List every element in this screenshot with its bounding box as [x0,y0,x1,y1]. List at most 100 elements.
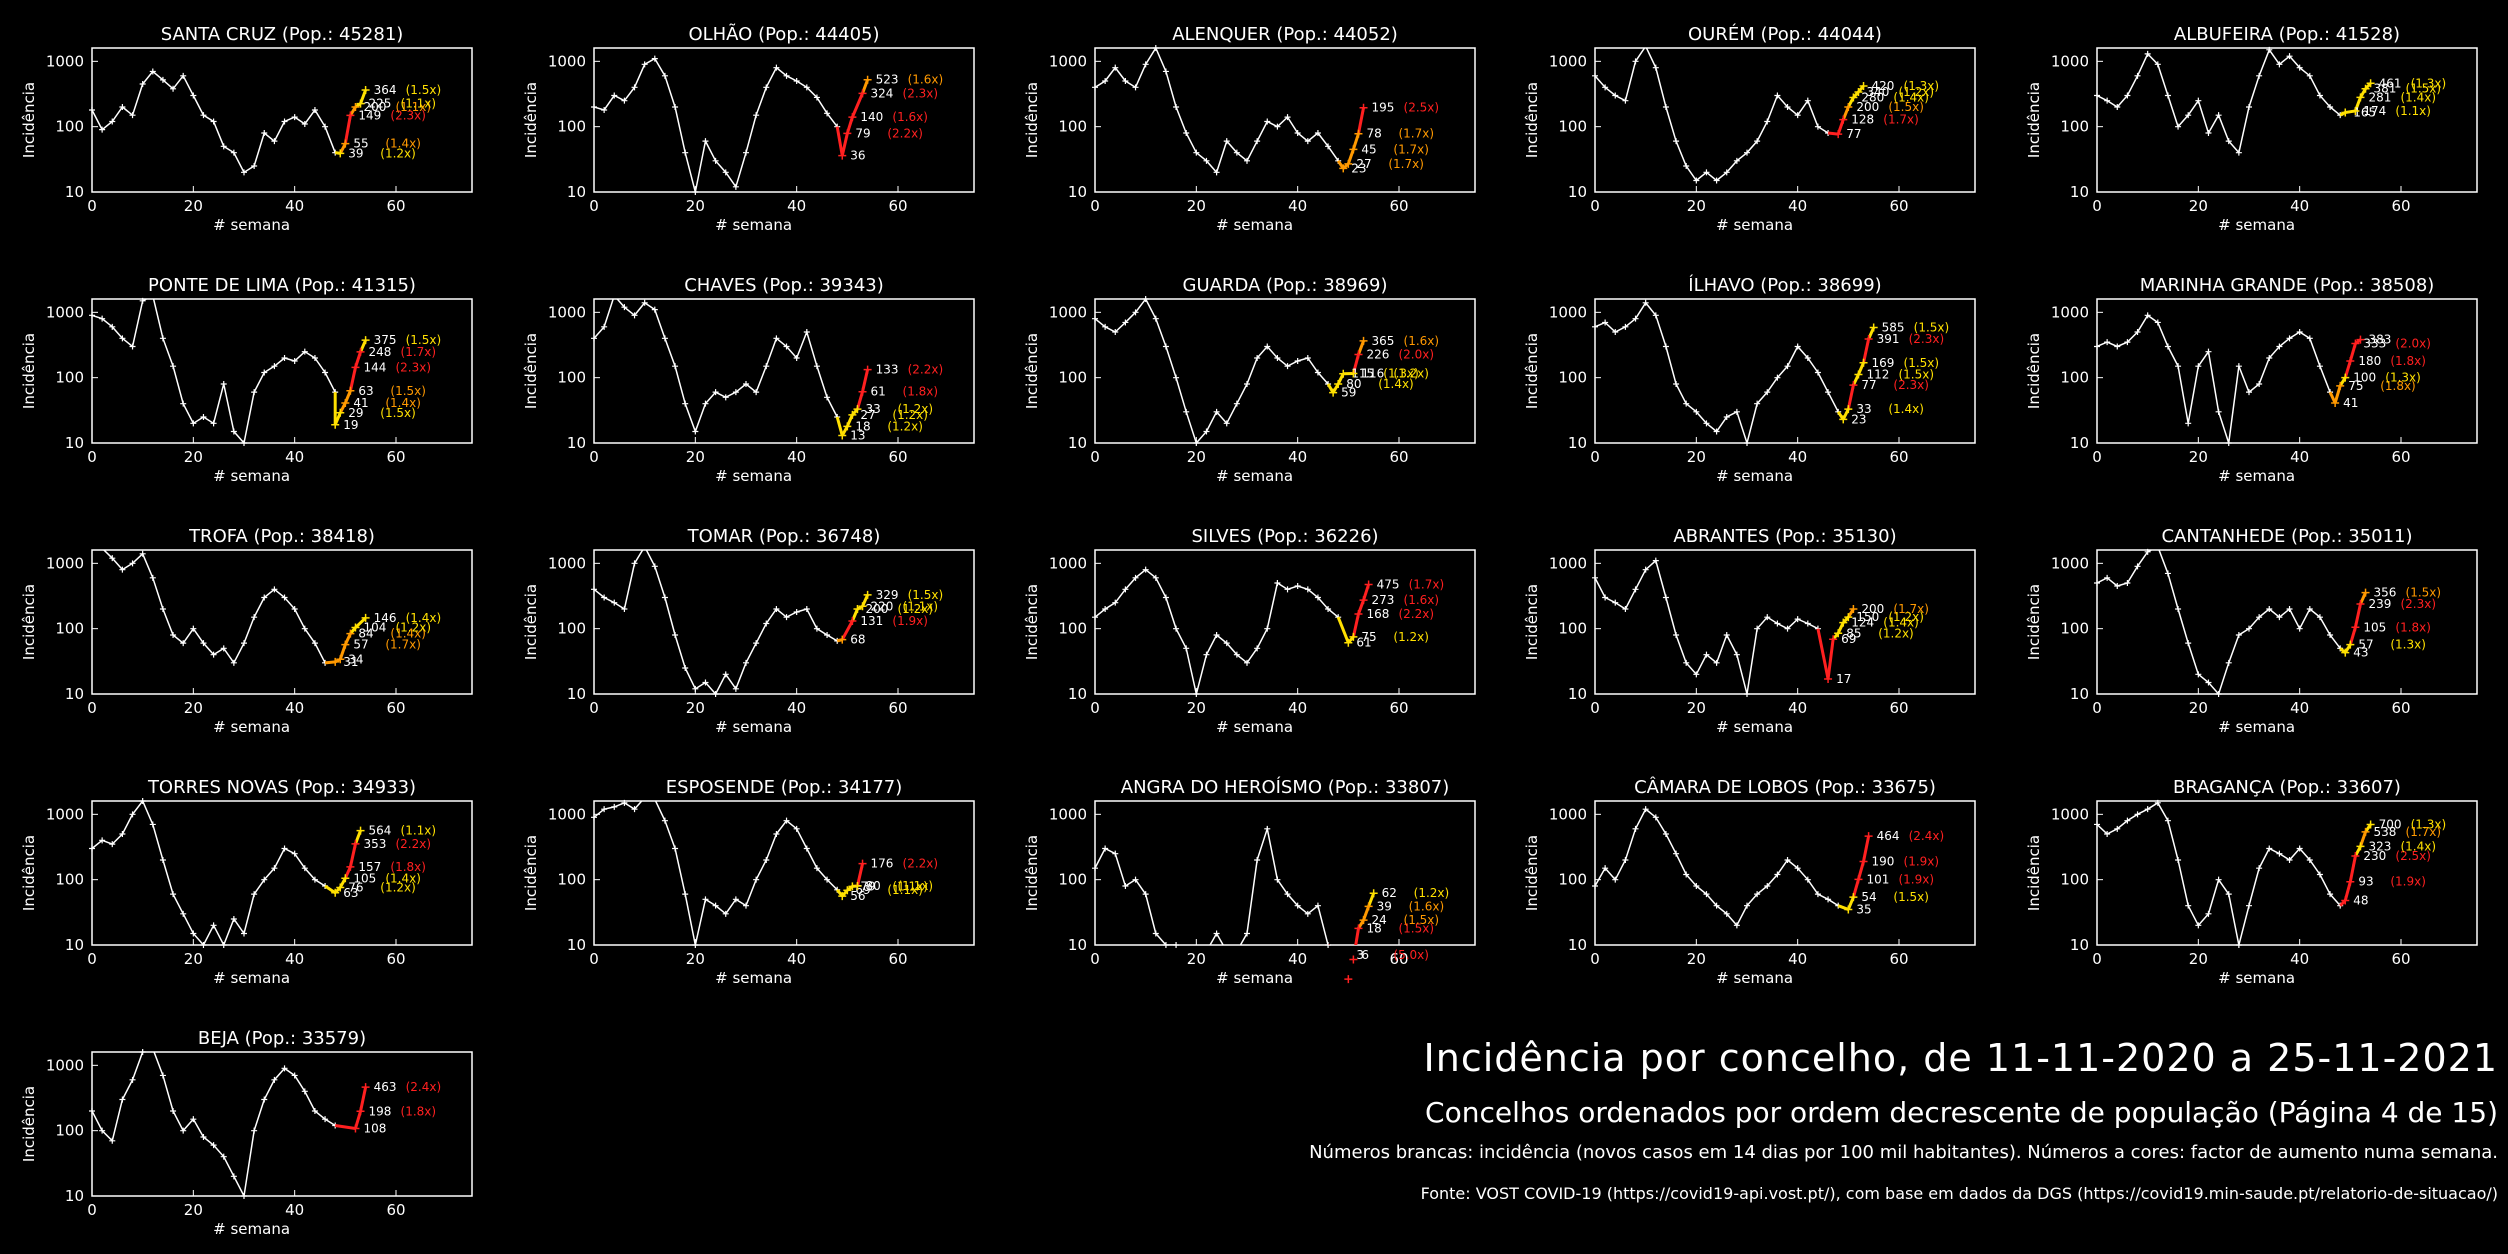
x-axis-label: # semana [2218,718,2295,736]
y-tick-label: 100 [1558,118,1587,136]
trend-point [1344,159,1353,168]
data-point [2225,138,2232,145]
trend-point [1829,635,1838,644]
x-tick-label: 40 [1288,448,1307,466]
data-point [1122,319,1129,326]
factor-label: (2.5x) [2395,849,2431,863]
data-point [1162,68,1169,75]
incidence-label: 383 [2368,333,2391,347]
data-point [641,299,648,306]
data-point [1754,400,1761,407]
x-tick-label: 0 [87,197,97,215]
factor-label: (1.2x) [380,880,416,894]
data-point [220,380,227,387]
data-point [672,104,679,111]
series-line [1095,825,1329,945]
trend-point [1849,381,1858,390]
trend-point [843,422,852,431]
x-tick-label: 60 [386,950,405,968]
data-point [2185,902,2192,909]
data-point [1733,922,1740,929]
series-line [1595,48,1829,182]
factor-label: (1.7x) [1409,577,1445,591]
data-point [1203,651,1210,658]
y-tick-label: 10 [2070,434,2089,452]
data-point [1632,825,1639,832]
trend-segment [354,830,362,845]
y-axis-label: Incidência [522,584,540,660]
trend-point [843,129,852,138]
data-point [311,1108,318,1114]
chart-title: TROFA (Pop.: 38418) [188,526,375,547]
x-tick-label: 60 [1889,448,1908,466]
y-tick-label: 100 [1058,118,1087,136]
x-tick-label: 0 [589,950,599,968]
data-point [1112,329,1119,336]
x-tick-label: 0 [87,1201,97,1219]
x-tick-label: 60 [888,197,907,215]
chart-title: TORRES NOVAS (Pop.: 34933) [147,777,416,798]
series-line [1095,568,1339,694]
incidence-label: 230 [2363,849,2386,863]
data-point [129,112,136,119]
series-line [2097,48,2341,155]
trend-segment [1836,119,1845,135]
data-point [1825,389,1832,396]
data-point [2306,335,2313,342]
incidence-label: 464 [1877,829,1900,843]
data-point [722,910,729,917]
x-tick-label: 40 [285,197,304,215]
data-point [763,620,770,627]
trend-point [2366,820,2375,829]
data-point [1152,574,1159,581]
factor-label: (1.5x) [1893,890,1929,904]
data-point [2286,53,2293,60]
y-tick-label: 1000 [1549,303,1587,321]
data-point [1774,871,1781,878]
data-point [190,1116,197,1123]
factor-label: (1.5x) [1888,100,1924,114]
y-tick-label: 100 [1058,369,1087,387]
trend-segment [348,367,357,392]
x-tick-label: 0 [2092,197,2102,215]
data-point [2276,61,2283,68]
data-point [692,685,699,692]
factor-label: (1.1x) [887,883,923,897]
data-point [1754,625,1761,632]
data-point [1304,586,1311,593]
data-point [1294,582,1301,589]
trend-segment [2353,96,2362,112]
data-point [672,363,679,370]
factor-label: (1.9x) [892,614,928,628]
y-tick-label: 1000 [2051,303,2089,321]
trend-point [1344,975,1353,984]
factor-label: (2.4x) [406,1080,442,1094]
incidence-label: 461 [2379,76,2402,90]
factor-label: (2.2x) [1398,607,1434,621]
incidence-label: 248 [369,345,392,359]
factor-label: (1.7x) [1883,113,1919,127]
data-point [651,55,658,62]
data-point [1673,850,1680,857]
trend-point [858,387,867,396]
incidence-label: 13 [850,429,865,443]
data-point [230,149,237,156]
data-point [1325,606,1332,613]
data-point [1102,323,1109,330]
data-point [200,112,207,119]
data-point [601,106,608,113]
x-tick-label: 0 [87,448,97,466]
data-point [230,659,237,666]
data-point [1764,882,1771,889]
data-point [1744,691,1750,697]
trend-point [1844,405,1853,414]
incidence-label: 356 [2374,586,2397,600]
factor-label: (2.4x) [1909,829,1945,843]
data-point [2144,50,2151,57]
y-tick-label: 10 [567,183,586,201]
data-point [1264,343,1271,350]
chart-title: MARINHA GRANDE (Pop.: 38508) [2140,275,2435,296]
factor-label: (1.5x) [908,588,944,602]
data-point [170,631,177,638]
data-point [119,831,126,838]
